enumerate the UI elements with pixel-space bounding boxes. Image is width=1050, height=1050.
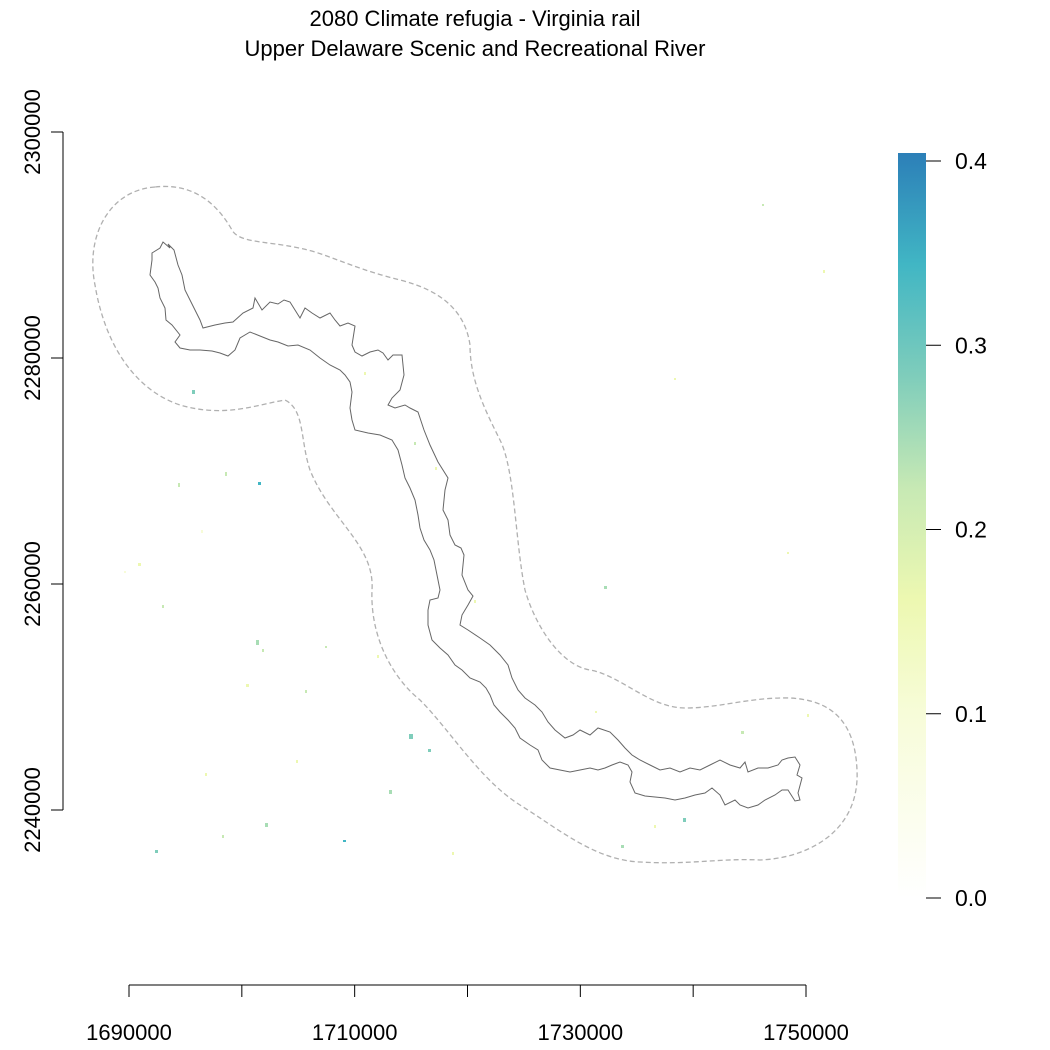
legend-tick-label: 0.1 xyxy=(955,701,987,727)
legend-tick-label: 0.0 xyxy=(955,885,987,911)
legend-tick-label: 0.2 xyxy=(955,517,987,543)
y-tick-label: 2300000 xyxy=(20,89,45,175)
x-tick-label: 1690000 xyxy=(86,1020,172,1045)
legend-tick-label: 0.4 xyxy=(955,148,987,174)
chart-title-line2: Upper Delaware Scenic and Recreational R… xyxy=(244,36,705,61)
chart-title-line1: 2080 Climate refugia - Virginia rail xyxy=(310,6,641,31)
refugia-raster-cells xyxy=(124,204,825,855)
legend: 0.0 0.1 0.2 0.3 0.4 xyxy=(898,148,987,911)
y-tick-label: 2240000 xyxy=(20,767,45,853)
legend-color-bar xyxy=(898,153,926,898)
y-tick-label: 2280000 xyxy=(20,315,45,401)
x-axis: 1690000 1710000 1730000 1750000 xyxy=(86,984,849,1045)
y-tick-label: 2260000 xyxy=(20,541,45,627)
x-tick-label: 1710000 xyxy=(312,1020,398,1045)
buffer-boundary xyxy=(92,185,858,864)
legend-tick-label: 0.3 xyxy=(955,332,987,358)
park-boundary xyxy=(149,241,803,809)
y-axis: 2240000 2260000 2280000 2300000 xyxy=(20,89,64,853)
x-tick-label: 1730000 xyxy=(538,1020,624,1045)
x-tick-label: 1750000 xyxy=(763,1020,849,1045)
